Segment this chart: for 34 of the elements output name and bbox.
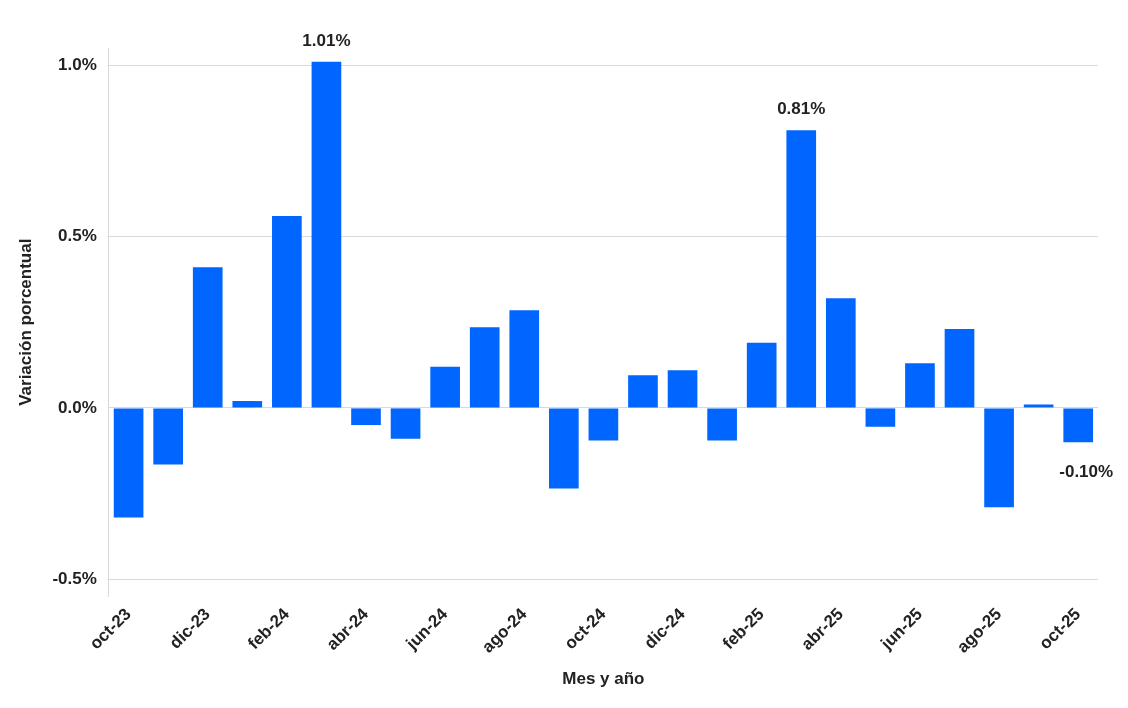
y-axis-title: Variación porcentual xyxy=(15,238,35,406)
bar xyxy=(272,215,302,408)
bar xyxy=(469,327,500,408)
bar xyxy=(311,61,342,408)
bar xyxy=(1063,408,1094,443)
bar xyxy=(232,401,263,408)
bar xyxy=(905,363,935,408)
bar xyxy=(825,298,856,408)
bar xyxy=(549,408,579,489)
y-tick-label: 0.0% xyxy=(58,397,97,417)
bar xyxy=(192,267,223,408)
bar xyxy=(1023,404,1054,408)
bar xyxy=(707,408,737,441)
bar xyxy=(984,408,1014,508)
bar xyxy=(430,366,460,408)
y-tick-label: 1.0% xyxy=(58,54,97,74)
bar xyxy=(746,342,777,408)
bar xyxy=(786,130,817,408)
y-tick-label: -0.5% xyxy=(52,568,97,588)
x-axis-title: Mes y año xyxy=(562,669,645,689)
bar xyxy=(667,370,698,408)
bar xyxy=(944,329,975,408)
data-label: 0.81% xyxy=(777,99,826,119)
bar xyxy=(628,375,658,408)
bar xyxy=(113,408,144,518)
bar xyxy=(865,408,896,427)
data-label: -0.10% xyxy=(1059,462,1114,482)
bar xyxy=(588,408,619,441)
bar xyxy=(509,310,540,408)
bar xyxy=(153,408,183,465)
bar xyxy=(351,408,381,426)
bar xyxy=(390,408,421,439)
y-tick-label: 0.5% xyxy=(58,226,97,246)
data-label: 1.01% xyxy=(302,30,351,50)
